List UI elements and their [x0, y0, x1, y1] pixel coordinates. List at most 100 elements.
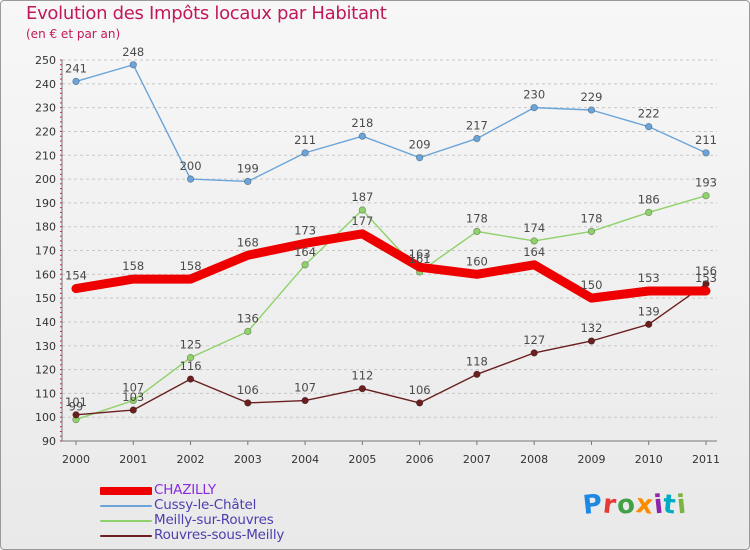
labels-chazilly: 154 158 158 168 173 177 163 160 164 150 153 153: [65, 214, 717, 292]
data-point: [358, 229, 367, 238]
data-point: [129, 396, 137, 405]
y-tick-label: 220: [35, 125, 56, 138]
data-point: [530, 103, 538, 112]
data-point: [415, 263, 424, 272]
proxiti-logo: Proxiti: [581, 489, 688, 521]
y-tick-label: 250: [35, 54, 56, 67]
y-tick-label: 170: [35, 245, 56, 258]
data-point: [186, 175, 195, 183]
data-label: 211: [294, 133, 316, 147]
series-meilly-sur-rouvres: [72, 192, 710, 424]
data-point: [72, 77, 80, 86]
data-point: [702, 287, 710, 295]
data-label: 187: [351, 190, 373, 204]
data-label: 230: [523, 88, 545, 102]
x-tick-label: 2004: [291, 453, 319, 466]
x-tick-label: 2006: [406, 453, 434, 466]
y-tick-label: 210: [35, 149, 56, 162]
legend-item: Cussy-le-Châtel: [100, 498, 284, 513]
data-label: 160: [466, 254, 488, 268]
data-point: [72, 284, 80, 293]
legend-label: CHAZILLY: [154, 482, 216, 498]
data-point: [186, 354, 195, 362]
y-tick-label: 240: [35, 78, 56, 91]
data-point: [301, 261, 309, 269]
data-point: [702, 192, 710, 200]
chart-title: Evolution des Impôts locaux par Habitant: [26, 3, 387, 24]
series-cussy-le-ch-tel: [72, 61, 710, 186]
data-label: 163: [409, 247, 431, 261]
y-tick-label: 200: [35, 173, 56, 186]
data-label: 118: [466, 354, 488, 368]
x-tick-label: 2000: [62, 453, 90, 466]
data-point: [301, 396, 309, 405]
legend-swatch: [100, 504, 152, 507]
data-point: [702, 149, 710, 157]
data-label: 164: [523, 245, 545, 259]
data-point: [244, 177, 252, 186]
data-point: [645, 320, 653, 328]
x-tick-label: 2009: [577, 453, 605, 466]
data-label: 200: [180, 159, 202, 173]
data-point: [129, 61, 137, 69]
y-tick-label: 180: [35, 221, 56, 234]
data-label: 218: [351, 116, 373, 130]
data-label: 178: [580, 211, 602, 225]
labels-rouvres-sous-meilly: 101 103 116 106 107 112 106 118 127 132 139 156: [65, 264, 717, 409]
data-label: 106: [237, 383, 259, 397]
series-line: [75, 64, 707, 183]
y-tick-label: 160: [35, 268, 56, 281]
data-label: 112: [351, 369, 373, 383]
x-tick-label: 2008: [520, 453, 548, 466]
data-label: 132: [580, 321, 602, 335]
data-label: 161: [409, 252, 431, 266]
data-label: 153: [695, 271, 717, 285]
data-label: 158: [180, 259, 202, 273]
series-line: [71, 229, 711, 303]
data-label: 193: [695, 176, 717, 190]
data-point: [415, 153, 424, 162]
data-label: 116: [180, 359, 202, 373]
data-point: [186, 375, 195, 383]
legend-item: Rouvres-sous-Meilly: [100, 528, 284, 543]
data-point: [530, 237, 538, 245]
data-point: [473, 134, 481, 143]
chart-legend: CHAZILLY Cussy-le-Châtel Meilly-sur-Rouvre…: [100, 483, 284, 543]
data-label: 241: [65, 61, 87, 75]
data-label: 136: [237, 311, 259, 325]
y-tick-label: 150: [35, 292, 56, 305]
data-point: [301, 149, 309, 157]
series-line: [75, 195, 707, 421]
data-label: 164: [294, 245, 316, 259]
data-label: 150: [580, 278, 602, 292]
y-tick-label: 90: [42, 435, 56, 448]
data-point: [473, 270, 481, 279]
y-tick-label: 230: [35, 102, 56, 115]
data-label: 101: [65, 395, 87, 409]
data-point: [358, 384, 367, 393]
legend-item: Meilly-sur-Rouvres: [100, 513, 284, 528]
y-tick-label: 130: [35, 340, 56, 353]
series-chazilly: [71, 229, 711, 303]
data-label: 211: [695, 133, 717, 147]
data-point: [129, 275, 138, 283]
data-label: 173: [294, 223, 316, 237]
data-point: [301, 239, 309, 248]
data-label: 125: [180, 338, 202, 352]
data-label: 174: [523, 221, 545, 235]
data-label: 177: [351, 214, 373, 228]
data-label: 99: [69, 400, 84, 414]
data-label: 156: [695, 264, 717, 278]
data-point: [587, 227, 596, 236]
data-label: 127: [523, 333, 545, 347]
labels-meilly-sur-rouvres: 99 107 125 136 164 187 161 178 174 178 186 193: [69, 176, 717, 414]
y-tick-label: 140: [35, 316, 56, 329]
x-tick-label: 2011: [692, 453, 720, 466]
data-point: [530, 349, 538, 357]
data-label: 229: [580, 90, 602, 104]
data-label: 248: [122, 45, 144, 59]
y-tick-label: 120: [35, 364, 56, 377]
data-label: 107: [122, 381, 144, 395]
